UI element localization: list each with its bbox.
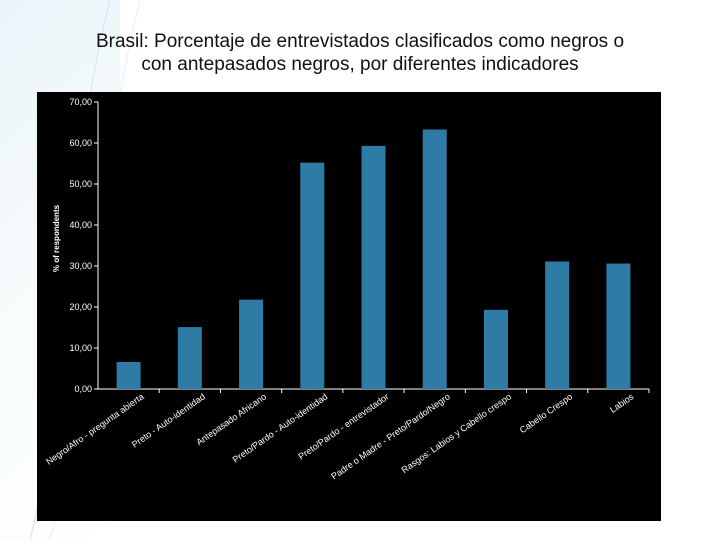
y-tick-label: 20,00 [69, 302, 92, 312]
x-category-label: Labios [608, 391, 636, 415]
y-tick-label: 10,00 [69, 343, 92, 353]
bar-1 [116, 361, 141, 389]
bar-chart: 0,00 10,00 20,00 30,00 40,00 50,00 60,00 70,00%… [44, 97, 650, 481]
y-axis-label: % of respondents [52, 204, 61, 272]
y-tick-label: 70,00 [69, 97, 92, 107]
slide-title: Brasil: Porcentaje de entrevistados clas… [95, 31, 625, 75]
y-tick-label: 60,00 [69, 138, 92, 148]
bar-4 [300, 162, 325, 389]
y-tick-label: 30,00 [69, 261, 92, 271]
bar-3 [239, 299, 264, 389]
x-category-label: Negro/Afro - pregunta abierta [44, 391, 146, 466]
x-category-label: Padre o Madre - Preto/Pardo/Negro [329, 391, 452, 481]
bar-5 [361, 145, 386, 389]
bar-7 [483, 309, 508, 389]
y-tick-label: 0,00 [74, 384, 92, 394]
bar-6 [422, 129, 447, 389]
x-category-label: Rasgos: Labios y Cabello crespo [400, 391, 514, 475]
chart-panel: 0,00 10,00 20,00 30,00 40,00 50,00 60,00 70,00%… [37, 92, 661, 521]
y-tick-label: 40,00 [69, 220, 92, 230]
bar-2 [177, 327, 202, 389]
x-category-label: Cabello Crespo [518, 391, 575, 435]
bar-8 [545, 261, 570, 389]
y-tick-label: 50,00 [69, 179, 92, 189]
bar-9 [606, 263, 631, 389]
